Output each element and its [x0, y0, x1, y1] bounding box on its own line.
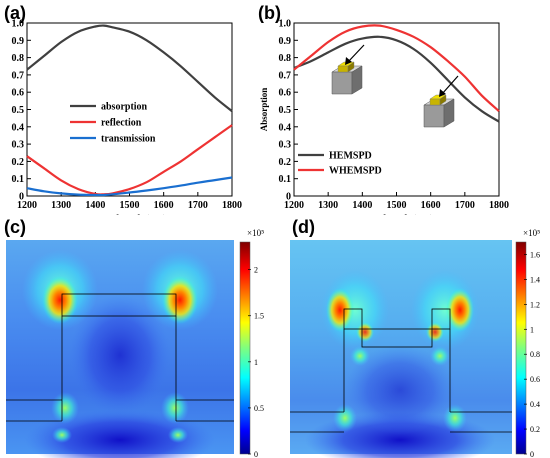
colorbar-d-exponent: ×10⁵: [523, 228, 540, 238]
chart-b-y-axis-label: Absorption: [259, 88, 269, 132]
chart-a-x-tick-label: 1800: [222, 200, 242, 211]
hemspd-structure-icon: [331, 61, 363, 95]
chart-b-x-tick-label: 1500: [387, 200, 407, 211]
colorbar-c-tick-label: 0.5: [254, 404, 264, 413]
colorbar-c-exponent: ×10⁵: [247, 228, 264, 238]
chart-b-y-tick-label: 0.5: [279, 105, 292, 116]
colorbar-d-tick-label: 0.6: [530, 375, 540, 384]
whemspd-structure-icon: [423, 94, 455, 128]
chart-a-y-tick-label: 0.3: [12, 140, 25, 151]
colorbar-d-tick-label: 1.6: [530, 250, 540, 259]
colorbar-d: 1.6 1.4 1.2 1 0.8 0.6 0.4 0.2 0 ×10⁵: [515, 228, 540, 458]
chart-b-x-tick-label: 1700: [455, 200, 475, 211]
chart-b-legend-label-hemspd: HEMSPD: [329, 151, 372, 162]
chart-b: 1200 1300 1400 1500 1600 1700 1800 0 0.1 0.2 0.3 0.…: [259, 19, 509, 216]
chart-a-y-tick-label: 0.4: [12, 122, 25, 133]
colorbar-d-tick-label: 0: [530, 450, 534, 458]
colorbar-c-tick-label: 0: [254, 450, 258, 458]
field-map-d: [290, 240, 512, 458]
chart-a-y-tick-label: 0.2: [12, 157, 25, 168]
chart-a-x-tick-label: 1700: [188, 200, 208, 211]
chart-b-x-tick-label: 1200: [284, 200, 304, 211]
chart-a-x-axis-label: Wavelength/(nm): [93, 214, 167, 215]
colorbar-c: 2 1.5 1 0.5 0 ×10⁵: [239, 228, 264, 458]
pointer-arrow-whemspd: [441, 75, 459, 95]
chart-a-x-tick-label: 1600: [154, 200, 174, 211]
chart-b-y-tick-label: 0.9: [279, 36, 292, 47]
colorbar-d-tick-label: 1.4: [530, 275, 540, 284]
chart-a-series-reflection-line: [26, 124, 233, 196]
colorbar-d-tick-label: 0.2: [530, 425, 540, 434]
chart-a-x-tick-label: 1400: [85, 200, 105, 211]
chart-a-x-tick-label: 1500: [120, 200, 140, 211]
chart-a-y-tick-label: 1.0: [12, 19, 25, 30]
panel-label-d: (d): [292, 217, 315, 237]
chart-a-legend-label-transmission: transmission: [101, 134, 156, 145]
chart-b-y-tick-label: 0.1: [279, 174, 292, 185]
chart-b-y-tick-label: 0.7: [279, 70, 292, 81]
chart-b-series-whemspd-line: [293, 24, 500, 113]
chart-b-y-tick-label: 0.3: [279, 140, 292, 151]
chart-a-x-tick-label: 1300: [51, 200, 71, 211]
chart-a: 1200 1300 1400 1500 1600 1700 1800 0 0.1 0.2 0.3 0.…: [12, 19, 243, 216]
colorbar-c-tick-label: 1.5: [254, 312, 264, 321]
chart-a-series-absorption-line: [26, 24, 233, 113]
chart-b-legend-label-whemspd: WHEMSPD: [329, 166, 382, 177]
chart-a-y-tick-label: 0.5: [12, 105, 25, 116]
chart-a-legend-label-reflection: reflection: [101, 118, 142, 129]
chart-a-legend-label-absorption: absorption: [101, 102, 148, 113]
chart-a-y-tick-label: 0.6: [12, 88, 25, 99]
chart-a-series-transmission-line: [26, 176, 233, 197]
chart-a-y-tick-label: 0.1: [12, 174, 25, 185]
chart-b-x-tick-label: 1300: [318, 200, 338, 211]
chart-b-y-tick-label: 0.6: [279, 88, 292, 99]
panel-label-c: (c): [4, 217, 26, 237]
chart-a-y-tick-label: 0.8: [12, 53, 25, 64]
chart-b-x-axis-label: Wavelength/(nm): [360, 214, 434, 215]
chart-b-y-tick-label: 0.4: [279, 122, 292, 133]
colorbar-d-tick-label: 0.4: [530, 400, 540, 409]
colorbar-c-tick-label: 2: [254, 266, 258, 275]
pointer-arrow-hemspd: [347, 44, 365, 63]
colorbar-d-tick-label: 1.2: [530, 300, 540, 309]
chart-b-y-tick-label: 0: [286, 192, 291, 203]
panel-label-a: (a): [4, 3, 26, 23]
chart-b-series-hemspd-line: [293, 35, 500, 123]
chart-b-x-tick-label: 1800: [489, 200, 509, 211]
pointer-arrowhead-hemspd: [345, 57, 352, 65]
chart-b-y-tick-label: 0.2: [279, 157, 292, 168]
chart-a-y-tick-label: 0.7: [12, 70, 25, 81]
colorbar-c-tick-label: 1: [254, 358, 258, 367]
chart-b-x-tick-label: 1600: [421, 200, 441, 211]
colorbar-d-tick-label: 0.8: [530, 350, 540, 359]
chart-b-y-tick-label: 0.8: [279, 53, 292, 64]
colorbar-d-tick-label: 1: [530, 325, 534, 334]
chart-a-x-tick-label: 1200: [17, 200, 37, 211]
pointer-arrowhead-whemspd: [439, 89, 446, 97]
chart-a-y-tick-label: 0.9: [12, 36, 25, 47]
chart-a-y-tick-label: 0: [19, 192, 24, 203]
chart-b-y-tick-label: 1.0: [279, 19, 292, 30]
panel-label-b: (b): [258, 3, 281, 23]
field-map-c: [6, 240, 234, 458]
chart-b-x-tick-label: 1400: [352, 200, 372, 211]
